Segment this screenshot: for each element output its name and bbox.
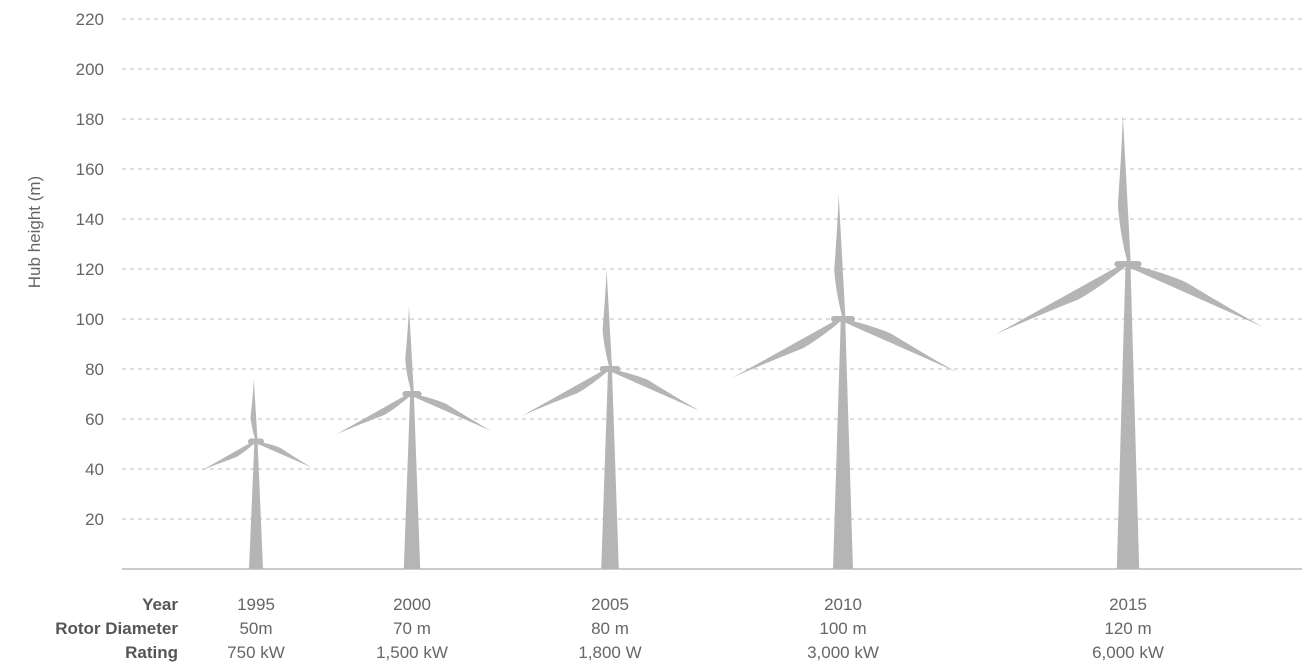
year-label-1995: 1995 [237, 595, 275, 614]
blade-2005-3 [521, 367, 610, 416]
rotor-diameter-label-2005: 80 m [591, 619, 629, 638]
blade-2000-3 [334, 392, 412, 436]
rating-label-1995: 750 kW [227, 643, 285, 662]
blade-2015-1 [1117, 114, 1131, 264]
hub-2015 [1124, 260, 1132, 268]
y-tick-labels: 20 40 60 80 100 120 140 160 180 200 220 [76, 10, 104, 529]
blade-2000-2 [411, 394, 492, 431]
hub-2010 [839, 315, 847, 323]
tower-2015 [1116, 264, 1140, 569]
blade-1995-2 [255, 441, 313, 468]
y-tick-label-20: 20 [85, 510, 104, 529]
rotor-diameter-label-1995: 50m [239, 619, 272, 638]
turbine-2005 [521, 269, 701, 569]
tower-2005 [601, 369, 619, 569]
year-label-2005: 2005 [591, 595, 629, 614]
row-header-year: Year [142, 595, 178, 614]
y-tick-label-180: 180 [76, 110, 104, 129]
rating-label-2010: 3,000 kW [807, 643, 879, 662]
turbines [200, 114, 1264, 569]
blade-2015-3 [995, 261, 1128, 335]
row-header-rotor-diameter: Rotor Diameter [55, 619, 178, 638]
blade-1995-3 [200, 440, 256, 471]
y-tick-label-120: 120 [76, 260, 104, 279]
tower-2010 [833, 319, 853, 569]
blade-2005-1 [602, 269, 613, 369]
rating-label-2000: 1,500 kW [376, 643, 448, 662]
y-tick-label-100: 100 [76, 310, 104, 329]
year-label-2015: 2015 [1109, 595, 1147, 614]
rotor-diameter-label-2015: 120 m [1104, 619, 1151, 638]
hub-2000 [408, 390, 416, 398]
year-label-2000: 2000 [393, 595, 431, 614]
rating-label-2005: 1,800 W [578, 643, 641, 662]
row-header-rating: Rating [125, 643, 178, 662]
rating-label-2015: 6,000 kW [1092, 643, 1164, 662]
turbine-2000 [334, 306, 492, 569]
y-tick-label-60: 60 [85, 410, 104, 429]
blade-2010-1 [834, 194, 846, 319]
y-tick-label-200: 200 [76, 60, 104, 79]
y-axis-title: Hub height (m) [25, 176, 44, 288]
turbine-2010 [732, 194, 957, 569]
blade-2005-2 [609, 369, 701, 412]
rotor-diameter-label-2000: 70 m [393, 619, 431, 638]
hub-1995 [252, 438, 260, 445]
turbine-labels: 1995 50m 750 kW 2000 70 m 1,500 kW 2005 80 m 1,8… [227, 595, 1164, 662]
y-tick-label-160: 160 [76, 160, 104, 179]
blade-1995-1 [250, 379, 258, 442]
y-tick-label-220: 220 [76, 10, 104, 29]
y-tick-label-40: 40 [85, 460, 104, 479]
tower-2000 [403, 394, 421, 569]
blade-2010-3 [732, 316, 843, 378]
tower-1995 [249, 441, 263, 569]
blade-2010-2 [841, 319, 957, 372]
rotor-diameter-label-2010: 100 m [819, 619, 866, 638]
year-label-2010: 2010 [824, 595, 862, 614]
blade-2000-1 [405, 306, 414, 394]
turbine-2015 [995, 114, 1264, 569]
turbine-1995 [200, 379, 313, 569]
row-headers: Year Rotor Diameter Rating [55, 595, 178, 662]
y-tick-label-80: 80 [85, 360, 104, 379]
hub-2005 [606, 365, 614, 373]
y-tick-label-140: 140 [76, 210, 104, 229]
blade-2015-2 [1126, 264, 1264, 328]
